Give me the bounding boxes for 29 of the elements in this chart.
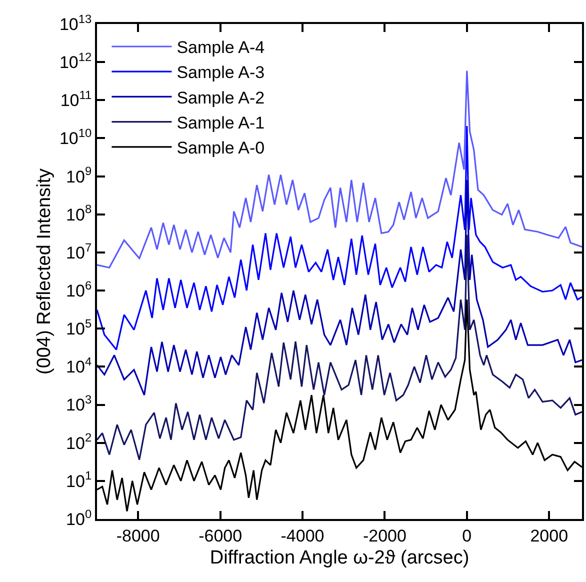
y-tick-label: 10$^{1}$: [66, 468, 92, 491]
x-tick-label: -4000: [280, 526, 324, 546]
y-tick-label: 10$^{9}$: [66, 164, 92, 186]
y-tick-label: 10$^{13}$: [59, 12, 92, 34]
y-tick-label: 10$^{0}$: [66, 506, 92, 529]
line-series: [97, 234, 582, 461]
y-tick-label: 10$^{12}$: [59, 50, 92, 72]
y-tick-label: 10$^{8}$: [66, 202, 92, 224]
y-tick-label: 10$^{5}$: [66, 316, 92, 339]
x-tick-label: 0: [462, 526, 472, 546]
x-tick-label: 2000: [530, 526, 568, 546]
y-tick-label: 10$^{11}$: [60, 88, 92, 110]
legend-label: Sample A-2: [176, 88, 265, 108]
legend-label: Sample A-4: [176, 38, 265, 58]
x-tick-label: -8000: [116, 526, 160, 546]
y-axis-title: (004) Reflected Intensity: [34, 168, 55, 374]
y-tick-label: 10$^{6}$: [66, 278, 92, 300]
x-tick-label: -6000: [198, 526, 242, 546]
y-tick-label: 10$^{3}$: [66, 392, 92, 415]
y-tick-label: 10$^{2}$: [66, 430, 92, 453]
x-tick-label: -2000: [362, 526, 406, 546]
line-series: [97, 179, 582, 396]
legend-label: Sample A-0: [176, 138, 265, 158]
legend-label: Sample A-1: [176, 113, 265, 132]
y-tick-label: 10$^{7}$: [66, 240, 92, 262]
y-tick-label: 10$^{4}$: [66, 354, 92, 377]
legend-label: Sample A-3: [176, 63, 265, 82]
x-axis-title: Diffraction Angle ω-2ϑ (arcsec): [210, 548, 470, 569]
y-tick-label: 10$^{10}$: [59, 126, 92, 148]
